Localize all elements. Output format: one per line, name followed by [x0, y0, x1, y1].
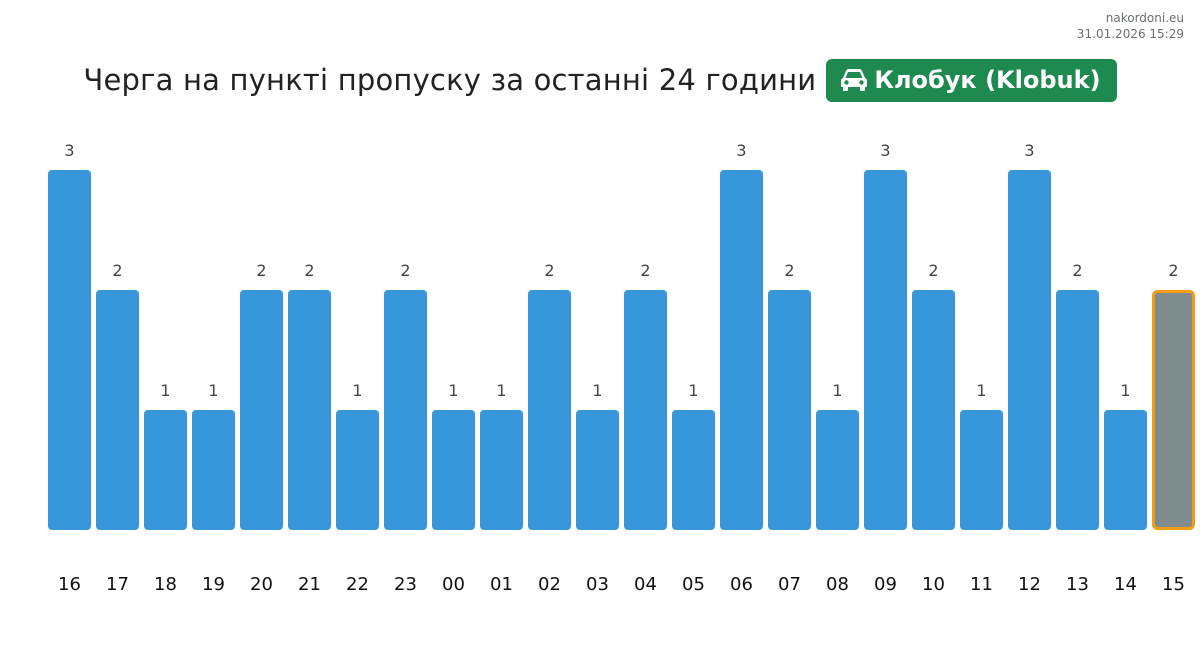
- bar-15: [1152, 290, 1195, 530]
- value-label-06: 3: [736, 141, 746, 160]
- bar-00: [432, 410, 475, 530]
- hour-label-00: 00: [442, 574, 465, 595]
- value-label-17: 2: [112, 261, 122, 280]
- value-label-19: 1: [208, 381, 218, 400]
- bar-09: [864, 170, 907, 530]
- value-label-22: 1: [352, 381, 362, 400]
- bar-23: [384, 290, 427, 530]
- hour-label-02: 02: [538, 574, 561, 595]
- bar-11: [960, 410, 1003, 530]
- hour-label-18: 18: [154, 574, 177, 595]
- bar-19: [192, 410, 235, 530]
- bar-10: [912, 290, 955, 530]
- value-label-02: 2: [544, 261, 554, 280]
- hour-label-23: 23: [394, 574, 417, 595]
- value-label-05: 1: [688, 381, 698, 400]
- value-label-15: 2: [1168, 261, 1178, 280]
- bar-03: [576, 410, 619, 530]
- bar-04: [624, 290, 667, 530]
- value-label-20: 2: [256, 261, 266, 280]
- value-label-03: 1: [592, 381, 602, 400]
- hour-label-13: 13: [1066, 574, 1089, 595]
- hour-label-15: 15: [1162, 574, 1185, 595]
- hour-label-12: 12: [1018, 574, 1041, 595]
- source-info: nakordoni.eu 31.01.2026 15:29: [1077, 10, 1184, 42]
- hour-label-05: 05: [682, 574, 705, 595]
- hour-label-09: 09: [874, 574, 897, 595]
- hour-label-22: 22: [346, 574, 369, 595]
- hour-label-11: 11: [970, 574, 993, 595]
- hour-label-06: 06: [730, 574, 753, 595]
- checkpoint-name: Клобук (Klobuk): [874, 66, 1101, 94]
- bar-13: [1056, 290, 1099, 530]
- bar-18: [144, 410, 187, 530]
- hour-label-10: 10: [922, 574, 945, 595]
- value-label-23: 2: [400, 261, 410, 280]
- hour-label-08: 08: [826, 574, 849, 595]
- bar-12: [1008, 170, 1051, 530]
- checkpoint-badge: Клобук (Klobuk): [826, 58, 1117, 102]
- value-label-07: 2: [784, 261, 794, 280]
- chart-title: Черга на пункті пропуску за останні 24 г…: [83, 63, 817, 97]
- bar-20: [240, 290, 283, 530]
- hour-label-16: 16: [58, 574, 81, 595]
- bar-22: [336, 410, 379, 530]
- bar-07: [768, 290, 811, 530]
- hour-label-14: 14: [1114, 574, 1137, 595]
- value-label-09: 3: [880, 141, 890, 160]
- bar-16: [48, 170, 91, 530]
- value-label-13: 2: [1072, 261, 1082, 280]
- hour-label-03: 03: [586, 574, 609, 595]
- value-label-12: 3: [1024, 141, 1034, 160]
- hour-label-04: 04: [634, 574, 657, 595]
- hour-label-19: 19: [202, 574, 225, 595]
- bar-05: [672, 410, 715, 530]
- chart-header: Черга на пункті пропуску за останні 24 г…: [0, 58, 1200, 102]
- source-site: nakordoni.eu: [1105, 11, 1184, 25]
- value-label-14: 1: [1120, 381, 1130, 400]
- hour-label-20: 20: [250, 574, 273, 595]
- value-label-18: 1: [160, 381, 170, 400]
- bar-06: [720, 170, 763, 530]
- value-label-01: 1: [496, 381, 506, 400]
- bar-14: [1104, 410, 1147, 530]
- bar-21: [288, 290, 331, 530]
- bar-01: [480, 410, 523, 530]
- bar-17: [96, 290, 139, 530]
- value-label-00: 1: [448, 381, 458, 400]
- value-label-11: 1: [976, 381, 986, 400]
- value-label-04: 2: [640, 261, 650, 280]
- bar-02: [528, 290, 571, 530]
- value-label-08: 1: [832, 381, 842, 400]
- hour-label-01: 01: [490, 574, 513, 595]
- hour-label-07: 07: [778, 574, 801, 595]
- hour-label-21: 21: [298, 574, 321, 595]
- car-icon: [840, 68, 868, 92]
- value-label-10: 2: [928, 261, 938, 280]
- bar-08: [816, 410, 859, 530]
- value-label-21: 2: [304, 261, 314, 280]
- hour-label-17: 17: [106, 574, 129, 595]
- source-timestamp: 31.01.2026 15:29: [1076, 27, 1184, 41]
- value-label-16: 3: [64, 141, 74, 160]
